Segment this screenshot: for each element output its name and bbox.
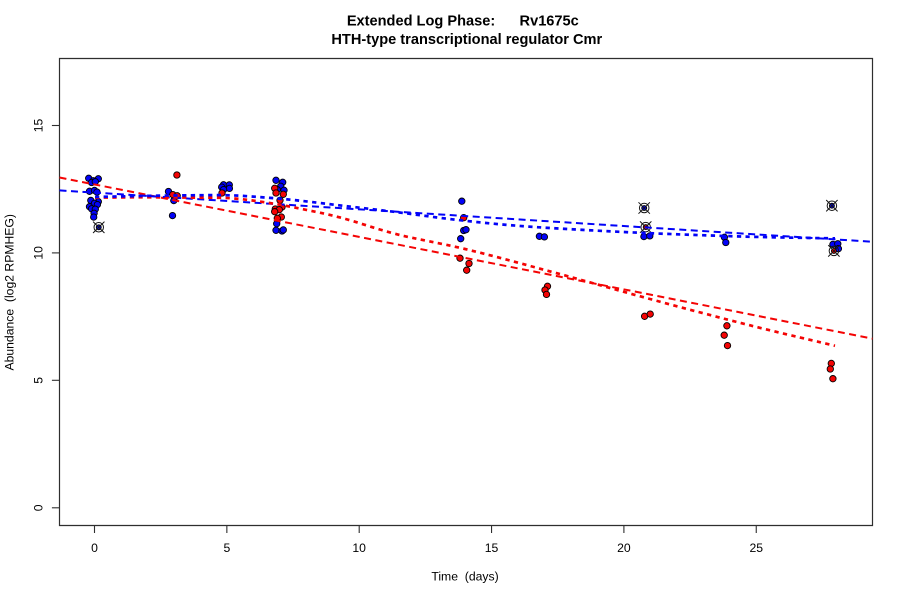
- svg-text:10: 10: [352, 541, 366, 555]
- svg-text:10: 10: [32, 246, 46, 260]
- svg-text:15: 15: [485, 541, 499, 555]
- svg-text:20: 20: [617, 541, 631, 555]
- svg-text:0: 0: [32, 504, 46, 511]
- svg-text:5: 5: [32, 377, 46, 384]
- svg-text:Abundance (log2 RPMHEG): Abundance (log2 RPMHEG): [2, 214, 16, 370]
- svg-text:15: 15: [32, 119, 46, 133]
- svg-text:0: 0: [91, 541, 98, 555]
- svg-text:25: 25: [749, 541, 763, 555]
- svg-text:HTH-type transcriptional regul: HTH-type transcriptional regulator Cmr: [331, 32, 602, 48]
- svg-text:5: 5: [223, 541, 230, 555]
- svg-text:Extended Log Phase: Rv167: Extended Log Phase: Rv1675c: [347, 14, 579, 30]
- svg-text:Time (days): Time (days): [431, 570, 498, 584]
